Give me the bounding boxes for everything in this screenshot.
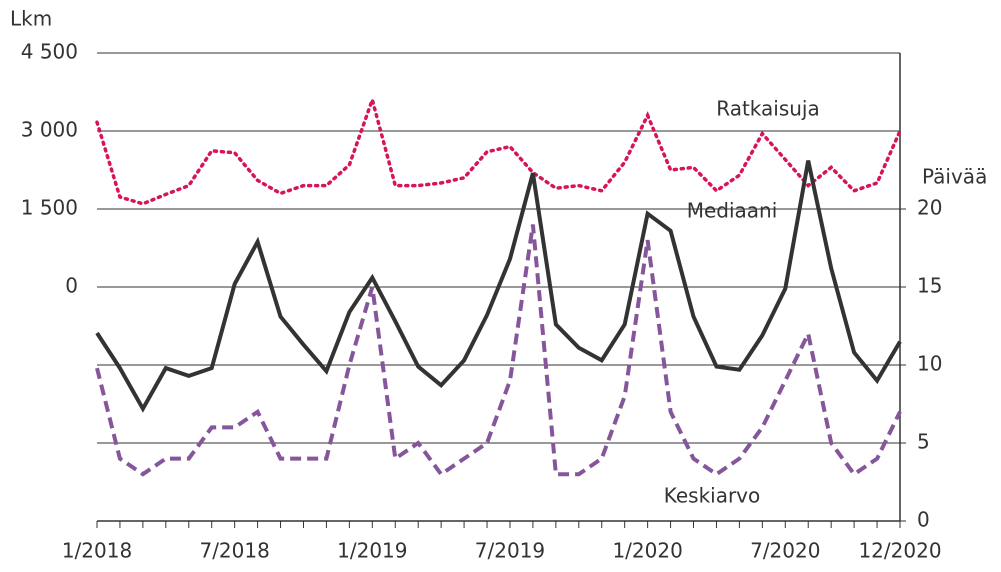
x-tick-label: 12/2020: [858, 539, 941, 563]
y2-tick-label: 0: [917, 508, 930, 532]
x-tick-label: 7/2020: [750, 539, 820, 563]
x-tick-label: 1/2019: [337, 539, 407, 563]
x-tick-label: 1/2018: [62, 539, 132, 563]
y-tick-label: 1 500: [21, 196, 78, 220]
y2-tick-label: 15: [917, 274, 942, 298]
series-line: [95, 93, 902, 206]
y2-tick-label: 5: [917, 430, 930, 454]
y-tick-label: 4 500: [21, 40, 78, 64]
y-tick-label: 3 000: [21, 118, 78, 142]
y2-tick-label: 10: [917, 352, 942, 376]
series-label: Ratkaisuja: [716, 97, 820, 121]
y2-axis-title: Päivää: [922, 165, 987, 189]
x-tick-label: 1/2020: [612, 539, 682, 563]
series-line: [95, 160, 902, 413]
series-line: [95, 224, 902, 477]
y2-tick-label: 20: [917, 196, 942, 220]
x-tick-label: 7/2018: [199, 539, 269, 563]
y-tick-label: 0: [65, 274, 78, 298]
y-axis-title: Lkm: [10, 7, 52, 31]
x-tick-label: 7/2019: [475, 539, 545, 563]
series-label: Mediaani: [687, 199, 778, 223]
series-label: Keskiarvo: [664, 484, 761, 508]
